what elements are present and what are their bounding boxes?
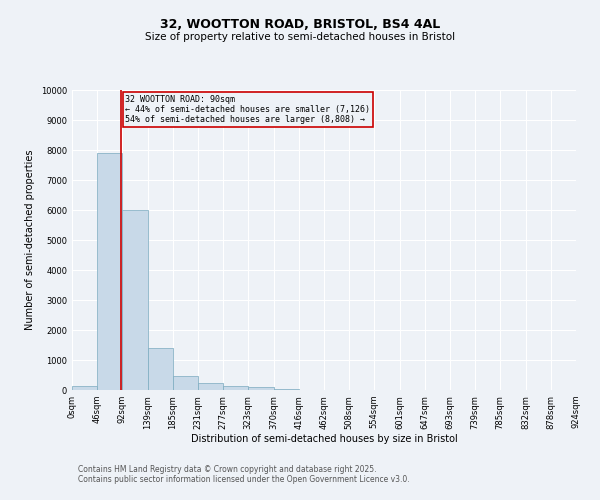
Bar: [173, 376, 198, 390]
Bar: [223, 386, 248, 390]
Text: Contains HM Land Registry data © Crown copyright and database right 2025.: Contains HM Land Registry data © Crown c…: [78, 466, 377, 474]
Bar: [248, 388, 274, 390]
X-axis label: Distribution of semi-detached houses by size in Bristol: Distribution of semi-detached houses by …: [191, 434, 457, 444]
Bar: [148, 348, 173, 390]
Bar: [122, 210, 148, 390]
Text: Contains public sector information licensed under the Open Government Licence v3: Contains public sector information licen…: [78, 476, 410, 484]
Bar: [274, 388, 299, 390]
Text: Size of property relative to semi-detached houses in Bristol: Size of property relative to semi-detach…: [145, 32, 455, 42]
Text: 32, WOOTTON ROAD, BRISTOL, BS4 4AL: 32, WOOTTON ROAD, BRISTOL, BS4 4AL: [160, 18, 440, 30]
Text: 32 WOOTTON ROAD: 90sqm
← 44% of semi-detached houses are smaller (7,126)
54% of : 32 WOOTTON ROAD: 90sqm ← 44% of semi-det…: [125, 94, 370, 124]
Bar: [198, 383, 223, 390]
Bar: [72, 386, 97, 390]
Y-axis label: Number of semi-detached properties: Number of semi-detached properties: [25, 150, 35, 330]
Bar: [97, 153, 122, 390]
